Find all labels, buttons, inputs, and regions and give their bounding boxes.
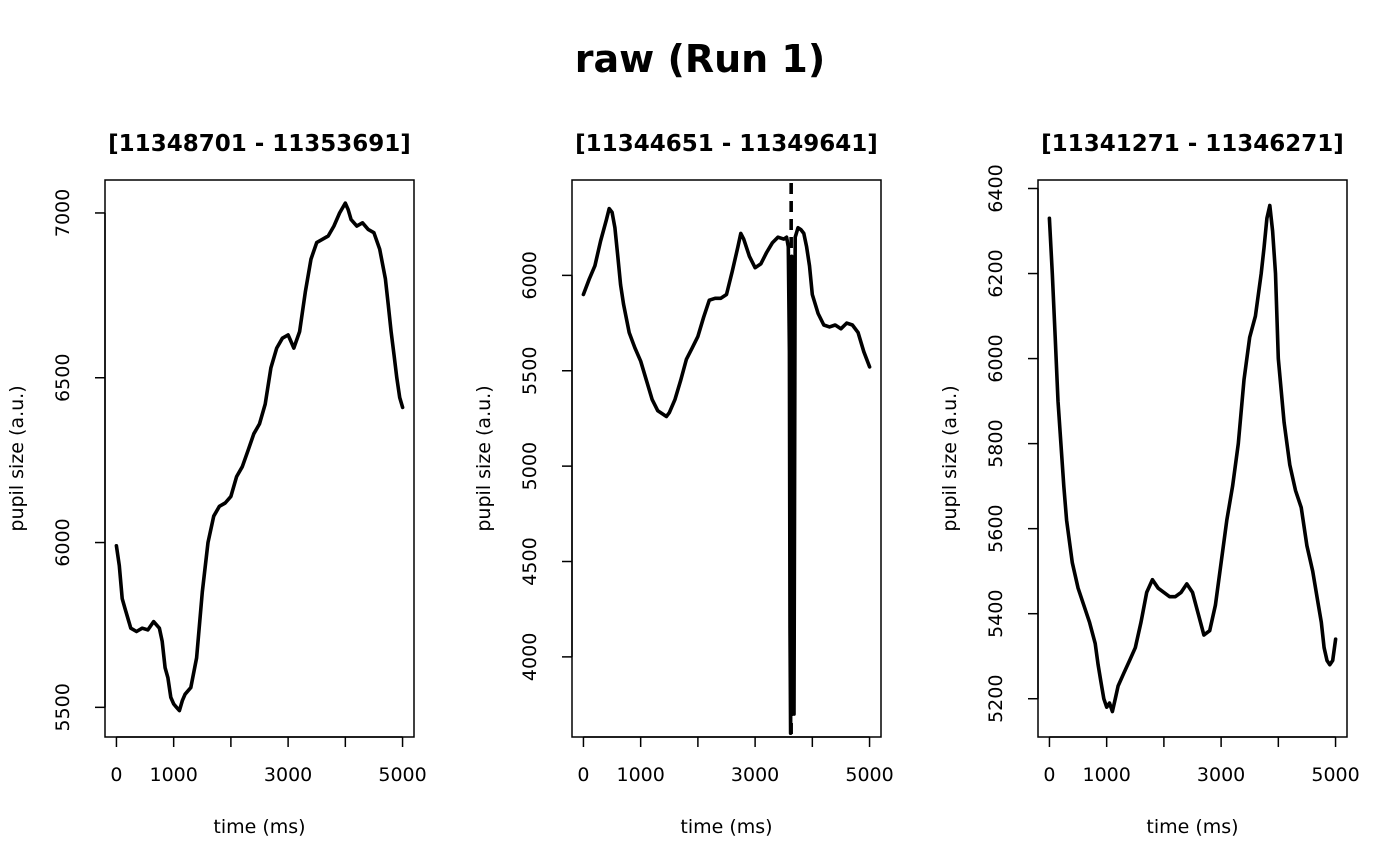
- x-tick-label: 0: [110, 764, 122, 786]
- x-tick-label: 3000: [1197, 764, 1245, 786]
- y-tick-label: 5000: [519, 442, 541, 490]
- series-line: [581, 206, 872, 736]
- x-tick-label: 1000: [1082, 764, 1130, 786]
- panels-group: [11348701 - 11353691] 0 1000 3000 5000 5500 60…: [6, 131, 1360, 838]
- x-axis-label: time (ms): [213, 816, 305, 838]
- chart-panel-2: [11344651 - 11349641] 0 1000 3000 5000 4000 45…: [473, 131, 894, 838]
- panel-title: [11341271 - 11346271]: [1041, 131, 1344, 157]
- x-tick-label: 1000: [616, 764, 664, 786]
- x-tick-label: 0: [1043, 764, 1055, 786]
- plot-frame: [1037, 179, 1348, 738]
- main-title: raw (Run 1): [575, 37, 826, 81]
- y-tick-label: 4000: [519, 633, 541, 681]
- y-tick-label: 6000: [52, 518, 74, 566]
- y-tick-label: 6000: [985, 334, 1007, 382]
- panel-title: [11348701 - 11353691]: [108, 131, 411, 157]
- y-axis-label: pupil size (a.u.): [6, 385, 28, 531]
- x-tick-label: 5000: [1311, 764, 1359, 786]
- y-tick-label: 6000: [519, 251, 541, 299]
- y-tick-label: 5200: [985, 675, 1007, 723]
- y-tick-label: 5500: [519, 347, 541, 395]
- y-tick-label: 6200: [985, 249, 1007, 297]
- series-line: [1047, 203, 1338, 714]
- y-axis-label: pupil size (a.u.): [473, 385, 495, 531]
- plot-frame: [104, 179, 415, 738]
- y-axis-label: pupil size (a.u.): [939, 385, 961, 531]
- y-tick-label: 4500: [519, 537, 541, 585]
- x-tick-label: 5000: [845, 764, 893, 786]
- x-tick-label: 5000: [378, 764, 426, 786]
- y-tick-label: 7000: [52, 189, 74, 237]
- y-tick-label: 5400: [985, 590, 1007, 638]
- x-tick-label: 0: [577, 764, 589, 786]
- x-tick-label: 1000: [149, 764, 197, 786]
- x-tick-label: 3000: [264, 764, 312, 786]
- chart-panel-3: [11341271 - 11346271] 0 1000 3000 5000 5200 54…: [939, 131, 1360, 838]
- x-tick-label: 3000: [731, 764, 779, 786]
- y-tick-label: 5800: [985, 419, 1007, 467]
- x-axis-label: time (ms): [1146, 816, 1238, 838]
- y-tick-label: 6500: [52, 354, 74, 402]
- y-tick-label: 6400: [985, 164, 1007, 212]
- y-tick-label: 5600: [985, 504, 1007, 552]
- panel-title: [11344651 - 11349641]: [575, 131, 878, 157]
- chart-panel-1: [11348701 - 11353691] 0 1000 3000 5000 5500 60…: [6, 131, 427, 838]
- series-line: [114, 201, 405, 713]
- x-axis-label: time (ms): [680, 816, 772, 838]
- y-tick-label: 5500: [52, 683, 74, 731]
